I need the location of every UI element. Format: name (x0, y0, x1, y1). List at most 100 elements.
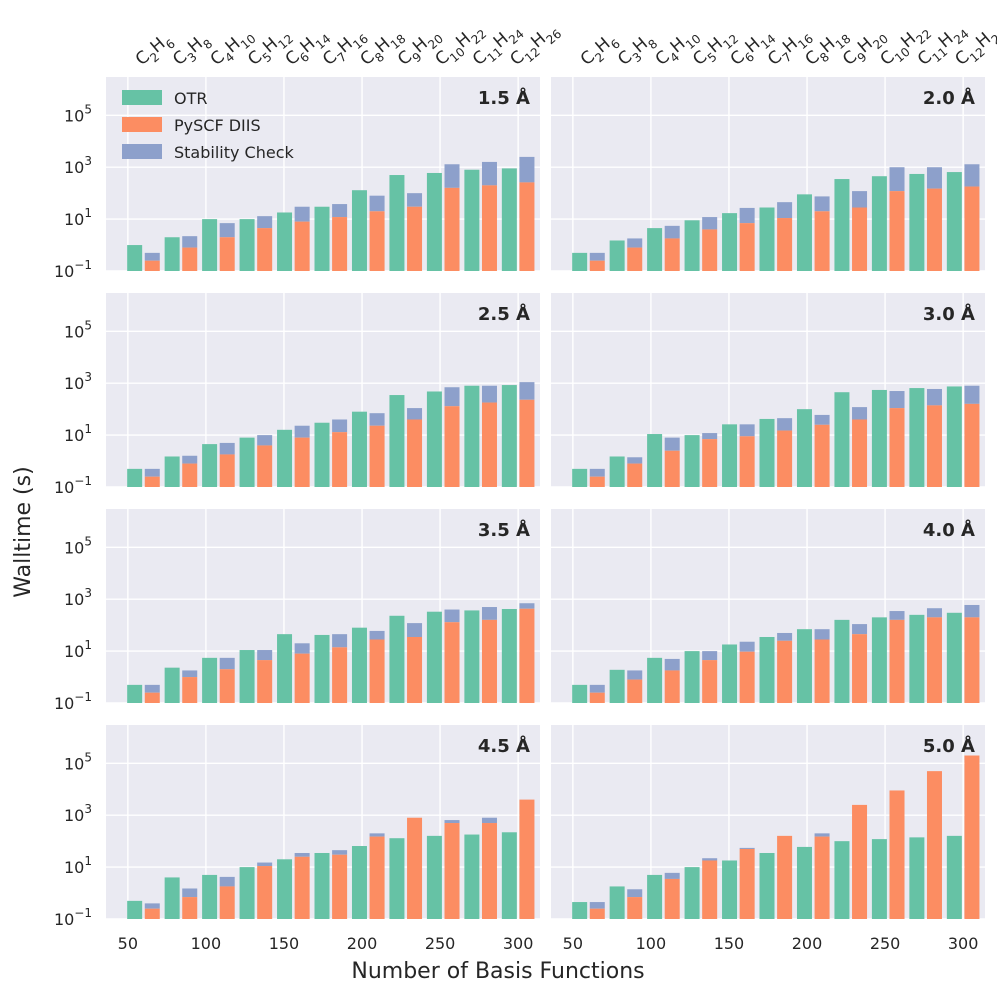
bar-pyscf-diis (664, 238, 680, 271)
panel-title: 3.0 Å (923, 302, 975, 325)
bar-stability-check (739, 207, 755, 224)
bar-stability-check (852, 624, 868, 635)
bar-pyscf-diis (852, 804, 868, 919)
chart-panels: 1.5 Å 105 103 101 10−1 2.0 Å 2.5 Å 105 103 101 10−… (54, 77, 985, 953)
bar-stability-check (926, 167, 942, 189)
legend-label-otr: OTR (174, 89, 207, 108)
bar-stability-check (702, 217, 718, 230)
panel: 3.5 Å 105 103 101 10−1 (54, 509, 540, 713)
bar-otr (351, 627, 367, 703)
bar-pyscf-diis (664, 670, 680, 703)
bar-stability-check (481, 817, 497, 824)
bar-pyscf-diis (627, 247, 643, 271)
bar-stability-check (519, 156, 535, 183)
bar-pyscf-diis (926, 188, 942, 271)
bar-pyscf-diis (852, 634, 868, 703)
bar-pyscf-diis (926, 405, 942, 487)
bar-stability-check (332, 419, 348, 433)
bar-stability-check (144, 468, 160, 477)
x-tick-label: 300 (948, 934, 979, 953)
panel: 2.5 Å 105 103 101 10−1 (54, 293, 540, 497)
bar-pyscf-diis (444, 823, 460, 919)
bar-stability-check (332, 850, 348, 855)
bar-otr (351, 190, 367, 271)
panel-title: 5.0 Å (923, 734, 975, 757)
bar-pyscf-diis (519, 799, 535, 919)
bar-otr (572, 468, 588, 487)
bar-stability-check (814, 414, 830, 425)
bar-pyscf-diis (889, 790, 905, 919)
x-tick-label: 50 (118, 934, 138, 953)
bar-pyscf-diis (219, 237, 235, 271)
bar-otr (834, 392, 850, 487)
y-axis-label: Walltime (s) (11, 466, 36, 597)
bar-pyscf-diis (814, 424, 830, 487)
bar-stability-check (519, 603, 535, 609)
bar-stability-check (182, 236, 198, 248)
bar-stability-check (294, 425, 310, 438)
bar-otr (127, 684, 143, 703)
bar-otr (277, 859, 293, 919)
molecule-label: C5H12 (689, 24, 741, 73)
bar-stability-check (444, 387, 460, 407)
bar-otr (871, 176, 887, 271)
bar-stability-check (182, 455, 198, 464)
bar-otr (722, 860, 738, 919)
panel-title: 1.5 Å (478, 86, 530, 109)
bar-otr (609, 886, 625, 919)
bar-otr (426, 835, 442, 919)
bar-stability-check (627, 457, 643, 464)
bar-otr (314, 852, 330, 919)
bar-otr (202, 874, 218, 919)
bar-pyscf-diis (926, 617, 942, 703)
molecule-label: C9H20 (839, 24, 891, 73)
bar-pyscf-diis (332, 854, 348, 919)
bar-otr (759, 418, 775, 487)
bar-pyscf-diis (739, 436, 755, 487)
bar-stability-check (627, 889, 643, 898)
molecule-labels: C2H6C3H8C4H10C5H12C6H14C7H16C8H18C9H20C1… (132, 19, 997, 73)
bar-stability-check (219, 223, 235, 238)
bar-pyscf-diis (702, 860, 718, 919)
bar-otr (426, 391, 442, 487)
bar-otr (389, 615, 405, 703)
panel: 2.0 Å (551, 77, 985, 272)
legend: OTR PySCF DIIS Stability Check (122, 89, 295, 162)
bar-otr (609, 456, 625, 487)
bar-stability-check (964, 604, 980, 618)
y-tick-label: 101 (64, 638, 92, 661)
bar-otr (127, 900, 143, 919)
bar-stability-check (702, 651, 718, 661)
panel: 3.0 Å (551, 293, 985, 488)
bar-pyscf-diis (519, 399, 535, 487)
bar-pyscf-diis (777, 835, 793, 919)
bar-pyscf-diis (702, 439, 718, 487)
bar-otr (164, 877, 180, 919)
bar-pyscf-diis (481, 823, 497, 919)
bar-pyscf-diis (777, 218, 793, 271)
bar-stability-check (664, 872, 680, 879)
bar-otr (609, 240, 625, 271)
bar-pyscf-diis (182, 463, 198, 487)
bar-pyscf-diis (926, 771, 942, 919)
bar-stability-check (889, 611, 905, 620)
panel-title: 4.5 Å (478, 734, 530, 757)
bar-pyscf-diis (589, 692, 605, 703)
bar-stability-check (739, 641, 755, 652)
bar-otr (389, 395, 405, 487)
bar-pyscf-diis (294, 437, 310, 487)
bar-stability-check (294, 852, 310, 857)
bar-otr (647, 228, 663, 271)
bar-stability-check (407, 623, 423, 637)
bar-otr (314, 422, 330, 487)
bar-pyscf-diis (144, 692, 160, 703)
bar-pyscf-diis (852, 419, 868, 487)
bar-otr (946, 835, 962, 919)
bar-otr (314, 634, 330, 703)
bar-pyscf-diis (257, 660, 273, 703)
bar-otr (572, 684, 588, 703)
molecule-label: C11H24 (914, 19, 972, 73)
bar-otr (946, 386, 962, 487)
molecule-label: C7H16 (319, 24, 371, 73)
bar-stability-check (852, 191, 868, 208)
